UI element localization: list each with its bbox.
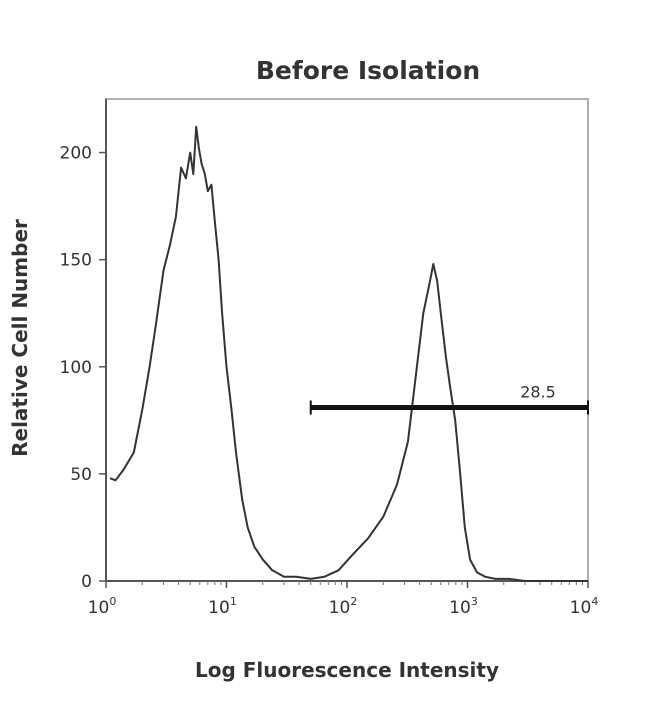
- y-tick-label: 0: [81, 572, 92, 592]
- histogram-line: [109, 125, 588, 582]
- x-tick-base: 10: [88, 598, 110, 618]
- x-tick-exponent: 0: [109, 595, 116, 608]
- x-tick-label: 100: [88, 595, 117, 618]
- y-axis-label: Relative Cell Number: [8, 219, 32, 457]
- x-tick-label: 102: [329, 595, 358, 618]
- y-tick-label: 100: [60, 358, 92, 378]
- x-tick-exponent: 3: [471, 595, 478, 608]
- x-tick-exponent: 1: [230, 595, 237, 608]
- gate-label: 28.5: [520, 382, 556, 401]
- x-tick-exponent: 4: [591, 595, 598, 608]
- y-ticks: 0 50 100 150 200: [60, 144, 106, 592]
- x-tick-label: 101: [208, 595, 237, 618]
- x-tick-base: 10: [329, 598, 351, 618]
- x-tick-label: 103: [449, 595, 478, 618]
- chart-title: Before Isolation: [256, 56, 480, 85]
- x-ticks: 100 101 102 103 104: [88, 581, 599, 618]
- x-tick-label: 104: [570, 595, 599, 618]
- y-tick-label: 50: [70, 465, 92, 485]
- y-tick-label: 200: [60, 144, 92, 164]
- x-minor-ticks: [141, 581, 583, 585]
- x-tick-base: 10: [449, 598, 471, 618]
- x-tick-exponent: 2: [350, 595, 357, 608]
- plot-frame: [105, 98, 589, 582]
- x-axis-label: Log Fluorescence Intensity: [195, 658, 499, 682]
- gate-marker: 28.5: [309, 382, 589, 415]
- y-tick-label: 150: [60, 251, 92, 271]
- x-tick-base: 10: [570, 598, 592, 618]
- x-tick-base: 10: [208, 598, 230, 618]
